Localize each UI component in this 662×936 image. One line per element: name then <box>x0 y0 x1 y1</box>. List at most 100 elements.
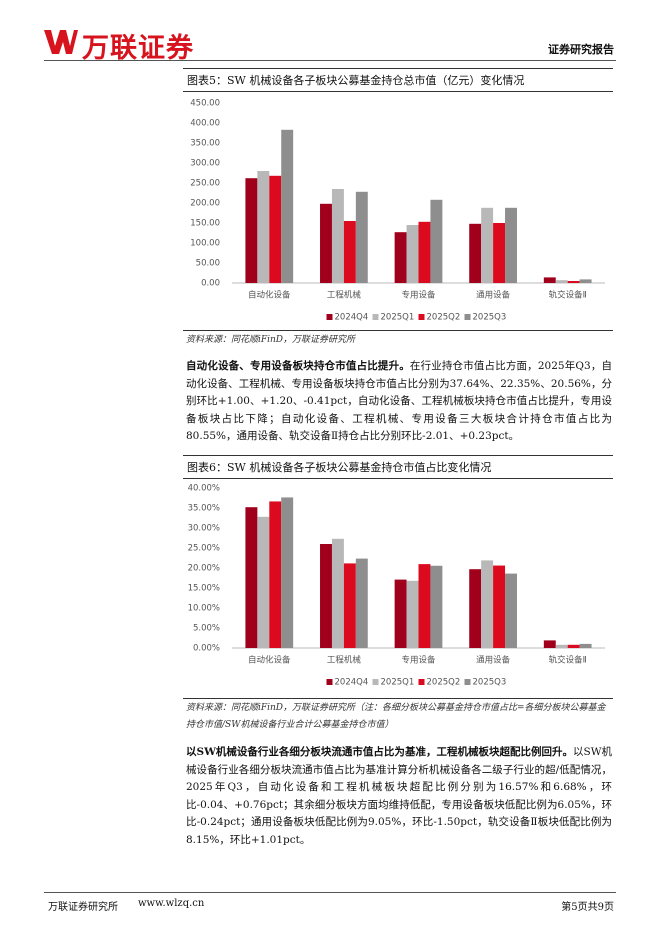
bar <box>406 580 419 648</box>
bar <box>343 221 356 283</box>
bar <box>567 644 580 648</box>
y-tick-label: 30.00% <box>188 524 220 534</box>
legend-label: 2025Q2 <box>427 678 461 688</box>
legend-swatch <box>418 679 425 685</box>
rule <box>183 330 613 331</box>
footer-url: www.wlzq.cn <box>138 898 205 909</box>
bar <box>245 507 258 648</box>
bar <box>579 643 592 648</box>
bar <box>257 171 270 283</box>
source: 资料来源：同花顺iFinD，万联证券研究所 <box>186 335 356 345</box>
legend-swatch <box>464 679 471 685</box>
source: 资料来源：同花顺iFinD，万联证券研究所（注：各细分板块公募基金持仓市值占比=… <box>186 703 606 730</box>
bar <box>331 538 344 648</box>
legend-label: 2025Q1 <box>381 678 415 688</box>
bar <box>269 501 282 648</box>
y-tick-label: 400.00 <box>190 119 220 129</box>
bar <box>355 191 368 283</box>
legend-label: 2025Q2 <box>427 313 461 323</box>
y-tick-label: 100.00 <box>190 239 220 249</box>
bar <box>481 560 494 648</box>
x-tick-label: 自动化设备 <box>248 655 291 666</box>
bar <box>543 277 556 283</box>
logo-text: 万联证券 <box>82 33 194 64</box>
x-tick-label: 工程机械 <box>327 290 362 301</box>
y-tick-label: 0.00 <box>201 279 220 289</box>
y-tick-label: 0.00% <box>193 644 220 654</box>
y-tick-label: 15.00% <box>188 584 220 594</box>
bar <box>493 565 506 648</box>
bar <box>257 516 270 648</box>
y-tick-label: 250.00 <box>190 179 220 189</box>
lead: 以SW机械设备行业各细分板块流通市值占比为基准，工程机械板块超配比例回升。 <box>186 746 573 758</box>
bar <box>281 129 294 283</box>
text: 在行业持仓市值占比方面，2025年Q3，自动化设备、工程机械、专用设备板块持仓市… <box>186 360 613 442</box>
bar <box>355 558 368 648</box>
legend-swatch <box>418 314 425 320</box>
bar <box>245 178 258 283</box>
bar <box>394 579 407 648</box>
chart: 0.00 50.00 100.00 150.00 200.00 250.00 300.00 3… <box>190 99 605 323</box>
legend-swatch <box>372 314 379 320</box>
bar <box>505 207 517 283</box>
legend-label: 2025Q3 <box>473 313 507 323</box>
legend-swatch <box>372 679 379 685</box>
report-type: 证券研究报告 <box>548 43 614 56</box>
legend-swatch <box>326 314 333 320</box>
paragraph: 自动化设备、专用设备板块持仓市值占比提升。在行业持仓市值占比方面，2025年Q3… <box>186 358 612 446</box>
legend-swatch <box>464 314 471 320</box>
bar <box>281 497 294 648</box>
bar <box>481 207 494 283</box>
bar <box>320 544 332 648</box>
bar <box>567 281 580 283</box>
y-tick-label: 20.00% <box>188 564 220 574</box>
bar <box>418 221 431 283</box>
y-tick-label: 350.00 <box>190 139 220 149</box>
header-rule <box>44 60 616 61</box>
x-tick-label: 工程机械 <box>327 655 362 666</box>
y-tick-label: 450.00 <box>190 99 220 109</box>
y-tick-label: 150.00 <box>190 219 220 229</box>
legend-label: 2025Q1 <box>381 313 415 323</box>
bar <box>320 203 332 283</box>
y-tick-label: 5.00% <box>193 624 220 634</box>
y-tick-label: 40.00% <box>188 484 220 494</box>
y-tick-label: 200.00 <box>190 199 220 209</box>
x-tick-label: 轨交设备Ⅱ <box>549 655 587 666</box>
chart-title: 图表6：SW 机械设备各子板块公募基金持仓市值占比变化情况 <box>183 455 613 479</box>
bar <box>493 223 506 283</box>
bar <box>543 640 556 648</box>
legend-label: 2024Q4 <box>335 678 369 688</box>
footer-rule <box>44 892 616 893</box>
bar <box>430 199 443 283</box>
lead: 自动化设备、专用设备板块持仓市值占比提升。 <box>186 360 410 372</box>
bar <box>406 225 419 283</box>
x-tick-label: 自动化设备 <box>248 290 291 301</box>
x-tick-label: 通用设备 <box>476 290 511 301</box>
bar <box>430 565 443 648</box>
x-tick-label: 轨交设备Ⅱ <box>549 290 587 301</box>
bar <box>394 232 407 283</box>
y-tick-label: 300.00 <box>190 159 220 169</box>
bar <box>555 280 568 283</box>
bar <box>505 573 517 648</box>
logo-icon <box>44 30 78 54</box>
y-tick-label: 50.00 <box>196 259 220 269</box>
bar <box>343 563 356 648</box>
bar <box>331 189 344 283</box>
footer-page: 第5页共9页 <box>561 902 614 913</box>
y-tick-label: 25.00% <box>188 544 220 554</box>
bar <box>579 279 592 283</box>
x-tick-label: 专用设备 <box>401 290 436 301</box>
bar <box>555 644 568 648</box>
x-tick-label: 通用设备 <box>476 655 511 666</box>
rule <box>183 698 613 699</box>
bar <box>269 175 282 283</box>
chart: 0.00% 5.00% 10.00% 15.00% 20.00% 25.00% 30.00%… <box>188 484 605 688</box>
x-tick-label: 专用设备 <box>401 655 436 666</box>
y-tick-label: 10.00% <box>188 604 220 614</box>
text: 以SW机械设备行业各细分板块流通市值占比为基准计算分析机械设备各二级子行业的超/… <box>186 746 612 846</box>
bar <box>469 569 482 648</box>
footer-org: 万联证券研究所 <box>48 902 118 913</box>
y-tick-label: 35.00% <box>188 504 220 514</box>
